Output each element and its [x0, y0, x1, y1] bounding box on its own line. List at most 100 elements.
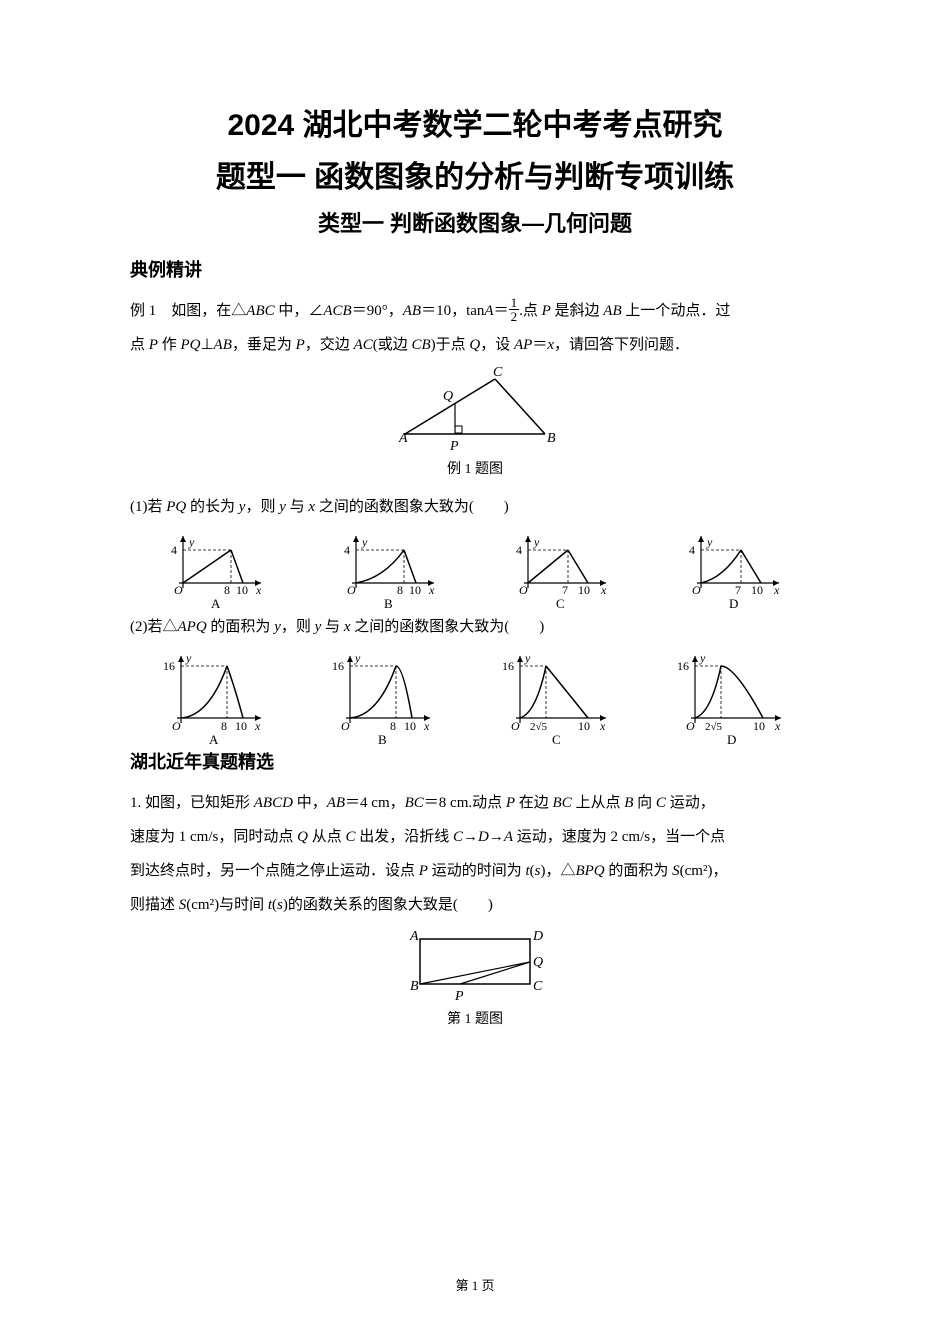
- t: 点: [130, 337, 149, 353]
- t: ＝10，tan: [421, 303, 484, 319]
- choice-1c: 4 y O 7 10 x C: [506, 528, 616, 608]
- examples-heading: 典例精讲: [130, 256, 820, 282]
- question-1: (1)若 PQ 的长为 y，则 y 与 x 之间的函数图象大致为( ): [130, 492, 820, 522]
- lbl-c: C: [533, 979, 543, 994]
- t: ⊥: [200, 337, 213, 353]
- yl: y: [699, 651, 706, 665]
- ap: AP: [514, 337, 532, 353]
- figure-2: A D B C Q P: [130, 924, 820, 1004]
- p: P: [296, 337, 305, 353]
- ol: O: [341, 719, 350, 733]
- t: 如图，在△: [171, 303, 246, 319]
- problem-1-line2: 速度为 1 cm/s，同时动点 Q 从点 C 出发，沿折线 C→D→A 运动，速…: [130, 822, 820, 852]
- x10: 10: [235, 719, 247, 733]
- pq: PQ: [180, 337, 200, 353]
- lbl-d: D: [532, 929, 543, 944]
- x10: 10: [578, 719, 590, 733]
- t: 运动，: [666, 795, 715, 811]
- y4: 4: [171, 543, 177, 557]
- c: C: [656, 795, 666, 811]
- y4: 4: [344, 543, 350, 557]
- t: 作: [158, 337, 181, 353]
- acb: ACB: [323, 303, 351, 319]
- t: 上从点: [572, 795, 625, 811]
- t: 向: [633, 795, 656, 811]
- la: A: [209, 732, 219, 744]
- y4: 4: [689, 543, 695, 557]
- choice-1d: 4 y O 7 10 x D: [679, 528, 789, 608]
- xl: x: [254, 719, 261, 733]
- problem-1-line4: 则描述 S(cm²)与时间 t(s)的函数关系的图象大致是( ): [130, 890, 820, 920]
- section-title: 类型一 判断函数图象—几何问题: [130, 206, 820, 238]
- t: 如图，已知矩形: [145, 795, 254, 811]
- x10: 10: [236, 583, 248, 597]
- ab: AB: [603, 303, 621, 319]
- y16: 16: [677, 659, 689, 673]
- yl: y: [188, 535, 195, 549]
- ol: O: [347, 583, 356, 597]
- xl: x: [773, 583, 780, 597]
- figure-1-caption: 例 1 题图: [130, 458, 820, 478]
- question-2: (2)若△APQ 的面积为 y，则 y 与 x 之间的函数图象大致为( ): [130, 612, 820, 642]
- lbl-p: P: [449, 439, 459, 454]
- x8: 8: [397, 583, 403, 597]
- ol: O: [686, 719, 695, 733]
- figure-2-caption: 第 1 题图: [130, 1008, 820, 1028]
- t: ，请回答下列问题．: [554, 337, 689, 353]
- problem-1-line1: 1. 如图，已知矩形 ABCD 中，AB＝4 cm，BC＝8 cm.动点 P 在…: [130, 788, 820, 818]
- t: 上一个动点．过: [622, 303, 731, 319]
- lbl-b: B: [410, 979, 419, 994]
- choice-2d: 16 y O 2√5 10 x D: [673, 648, 791, 744]
- lbl-p: P: [454, 989, 464, 1004]
- lb: B: [378, 732, 387, 744]
- x10: 10: [404, 719, 416, 733]
- example-1-line1: 例 1 如图，在△ABC 中，∠ACB＝90°，AB＝10，tanA＝12.点 …: [130, 296, 820, 326]
- x10: 10: [751, 583, 763, 597]
- x10: 10: [578, 583, 590, 597]
- lbl-q: Q: [533, 955, 543, 970]
- ol: O: [172, 719, 181, 733]
- ol: O: [519, 583, 528, 597]
- t: ＝8 cm.动点: [424, 795, 506, 811]
- choice-2b: 16 y O 8 10 x B: [328, 648, 440, 744]
- ab: AB: [214, 337, 232, 353]
- lbl-a: A: [409, 929, 419, 944]
- y16: 16: [502, 659, 514, 673]
- t: ，垂足为: [232, 337, 296, 353]
- t: (或边: [373, 337, 412, 353]
- choices-1: 4 y O 8 10 x A 4 y O 8 10 x B 4 y O: [130, 528, 820, 608]
- real-questions-heading: 湖北近年真题精选: [130, 748, 820, 774]
- abcd: ABCD: [254, 795, 293, 811]
- t: .点: [519, 303, 542, 319]
- x7: 7: [735, 583, 741, 597]
- t: 在边: [515, 795, 553, 811]
- p: P: [506, 795, 515, 811]
- y16: 16: [163, 659, 175, 673]
- t: ＝: [532, 337, 547, 353]
- sub-title: 题型一 函数图象的分析与判断专项训练: [130, 152, 820, 196]
- t: )于点: [431, 337, 470, 353]
- xl: x: [423, 719, 430, 733]
- la: A: [211, 596, 221, 608]
- t: ，设: [480, 337, 514, 353]
- x8: 8: [390, 719, 396, 733]
- lc: C: [556, 596, 565, 608]
- example-1-line2: 点 P 作 PQ⊥AB，垂足为 P，交边 AC(或边 CB)于点 Q，设 AP＝…: [130, 330, 820, 360]
- ld: D: [727, 732, 736, 744]
- num: 1: [509, 296, 520, 310]
- lc: C: [552, 732, 561, 744]
- ol: O: [692, 583, 701, 597]
- choice-2c: 16 y O 2√5 10 x C: [498, 648, 616, 744]
- yl: y: [361, 535, 368, 549]
- lbl-b: B: [547, 431, 556, 446]
- xl: x: [600, 583, 607, 597]
- x8: 8: [224, 583, 230, 597]
- ab: AB: [403, 303, 421, 319]
- t: 中，: [293, 795, 327, 811]
- num: 1.: [130, 795, 145, 811]
- x10: 10: [409, 583, 421, 597]
- t: ＝4 cm，: [345, 795, 405, 811]
- yl: y: [524, 651, 531, 665]
- choices-2: 16 y O 8 10 x A 16 y O 8 10 x B 16 y O: [130, 648, 820, 744]
- den: 2: [509, 310, 520, 323]
